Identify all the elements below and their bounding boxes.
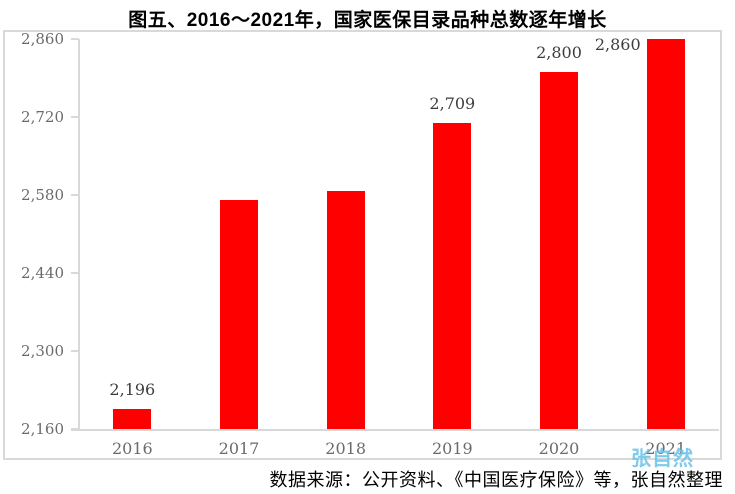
data-label-2019: 2,709 (429, 94, 476, 114)
x-axis-label-2018: 2018 (325, 439, 367, 458)
bar-2018 (326, 190, 365, 429)
x-axis-label-2019: 2019 (431, 439, 473, 458)
watermark: 张自然 (631, 446, 694, 470)
y-axis-tick-label: 2,160 (21, 420, 64, 438)
x-axis-line (71, 429, 719, 431)
y-axis-tick-label: 2,860 (21, 30, 64, 48)
y-axis-tick (71, 194, 79, 196)
x-axis-label-2017: 2017 (218, 439, 260, 458)
bar-2021 (646, 39, 685, 429)
bar-2020 (540, 72, 578, 429)
chart-title: 图五、2016～2021年，国家医保目录品种总数逐年增长 (128, 10, 607, 31)
y-axis-line (78, 39, 80, 431)
data-label-2021: 2,860 (594, 35, 641, 54)
y-axis-tick-label: 2,720 (21, 108, 64, 126)
y-axis-tick (71, 38, 79, 40)
x-axis-label-2021: 2021 (645, 439, 687, 458)
y-axis-tick (71, 428, 79, 430)
data-source-footer: 数据来源：公开资料、《中国医疗保险》等，张自然整理 (269, 470, 723, 491)
bar-2019 (433, 123, 472, 429)
x-axis-label-2020: 2020 (538, 439, 580, 458)
bar-2017 (220, 200, 258, 429)
y-axis-tick (71, 272, 79, 274)
y-axis-tick-label: 2,300 (21, 342, 64, 360)
y-axis-tick (71, 116, 79, 118)
y-axis-tick-label: 2,440 (21, 264, 64, 282)
data-label-2016: 2,196 (109, 379, 156, 399)
y-axis-tick (71, 350, 79, 352)
data-label-2020: 2,800 (536, 43, 582, 63)
x-axis-label-2016: 2016 (111, 439, 153, 458)
plot-frame (3, 30, 722, 460)
y-axis-tick-label: 2,580 (21, 186, 64, 204)
bar-2016 (113, 408, 152, 429)
